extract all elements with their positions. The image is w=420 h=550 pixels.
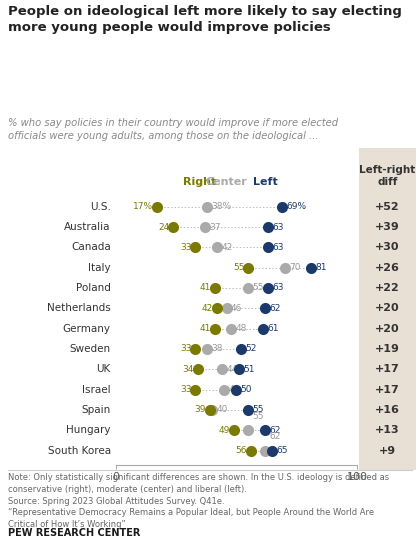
Text: PEW RESEARCH CENTER: PEW RESEARCH CENTER xyxy=(8,528,141,538)
Text: 45: 45 xyxy=(228,385,240,394)
Text: Note: Only statistically significant differences are shown. In the U.S. ideology: Note: Only statistically significant dif… xyxy=(8,473,389,529)
Text: 48: 48 xyxy=(236,324,247,333)
Text: 38%: 38% xyxy=(212,202,232,211)
Text: 42: 42 xyxy=(221,243,233,252)
Text: +13: +13 xyxy=(375,425,400,435)
Text: 62: 62 xyxy=(270,304,281,313)
Text: 24: 24 xyxy=(159,223,170,232)
Text: 65: 65 xyxy=(277,446,288,455)
Text: 62: 62 xyxy=(270,426,281,434)
Text: 63: 63 xyxy=(272,223,284,232)
Text: 17%: 17% xyxy=(133,202,153,211)
Text: Sweden: Sweden xyxy=(70,344,111,354)
Text: 44: 44 xyxy=(226,365,237,374)
Text: Right: Right xyxy=(184,177,217,187)
Text: +16: +16 xyxy=(375,405,400,415)
Text: 81: 81 xyxy=(315,263,327,272)
Text: +17: +17 xyxy=(375,364,400,374)
Text: 33: 33 xyxy=(180,243,192,252)
Text: Left-right
diff: Left-right diff xyxy=(360,166,415,187)
Text: +20: +20 xyxy=(375,323,400,334)
Text: 55: 55 xyxy=(233,263,245,272)
Text: 33: 33 xyxy=(180,344,192,354)
Text: Italy: Italy xyxy=(88,263,111,273)
Text: Germany: Germany xyxy=(63,323,111,334)
Text: South Korea: South Korea xyxy=(47,446,111,455)
Text: improve: improve xyxy=(0,549,1,550)
Text: 70: 70 xyxy=(289,263,300,272)
Text: 51: 51 xyxy=(243,365,255,374)
Text: Center: Center xyxy=(206,177,247,187)
Text: 38: 38 xyxy=(212,344,223,354)
Text: 62: 62 xyxy=(270,432,281,442)
Text: 69%: 69% xyxy=(286,202,307,211)
Text: +22: +22 xyxy=(375,283,400,293)
Text: +30: +30 xyxy=(375,243,400,252)
Text: Israel: Israel xyxy=(82,384,111,394)
Text: 52: 52 xyxy=(245,344,257,354)
Text: U.S.: U.S. xyxy=(90,202,111,212)
Text: Australia: Australia xyxy=(64,222,111,232)
Text: 56: 56 xyxy=(236,446,247,455)
Text: 42: 42 xyxy=(202,304,213,313)
Text: 34: 34 xyxy=(183,365,194,374)
Text: Hungary: Hungary xyxy=(66,425,111,435)
Text: 61: 61 xyxy=(267,324,278,333)
Text: Left: Left xyxy=(253,177,278,187)
Text: 63: 63 xyxy=(272,243,284,252)
Text: 50: 50 xyxy=(241,385,252,394)
Text: People on ideological left more likely to say electing
more young people would i: People on ideological left more likely t… xyxy=(8,6,402,35)
Text: 41: 41 xyxy=(200,283,211,293)
Text: 63: 63 xyxy=(272,283,284,293)
Text: +26: +26 xyxy=(375,263,400,273)
Text: UK: UK xyxy=(97,364,111,374)
Text: +17: +17 xyxy=(375,384,400,394)
Text: Canada: Canada xyxy=(71,243,111,252)
Text: 55: 55 xyxy=(253,412,264,421)
Text: Poland: Poland xyxy=(76,283,111,293)
Text: +9: +9 xyxy=(379,446,396,455)
Text: Spain: Spain xyxy=(81,405,111,415)
Text: 55: 55 xyxy=(253,283,264,293)
Text: +52: +52 xyxy=(375,202,400,212)
Text: 49: 49 xyxy=(219,426,230,434)
Text: 37: 37 xyxy=(209,223,220,232)
Text: 41: 41 xyxy=(200,324,211,333)
Text: 46: 46 xyxy=(231,304,242,313)
Text: +20: +20 xyxy=(375,303,400,313)
Text: % who say policies in their country would: % who say policies in their country woul… xyxy=(0,549,1,550)
Text: Netherlands: Netherlands xyxy=(47,303,111,313)
Text: 33: 33 xyxy=(180,385,192,394)
Text: if more elected officials were young adults, among those on the ideological ...: if more elected officials were young adu… xyxy=(0,549,1,550)
Text: 55: 55 xyxy=(253,405,264,414)
Text: % who say policies in their country would improve if more elected
officials were: % who say policies in their country woul… xyxy=(8,118,339,141)
Text: 40: 40 xyxy=(216,405,228,414)
Text: +19: +19 xyxy=(375,344,400,354)
Text: +39: +39 xyxy=(375,222,400,232)
Text: 39: 39 xyxy=(194,405,206,414)
